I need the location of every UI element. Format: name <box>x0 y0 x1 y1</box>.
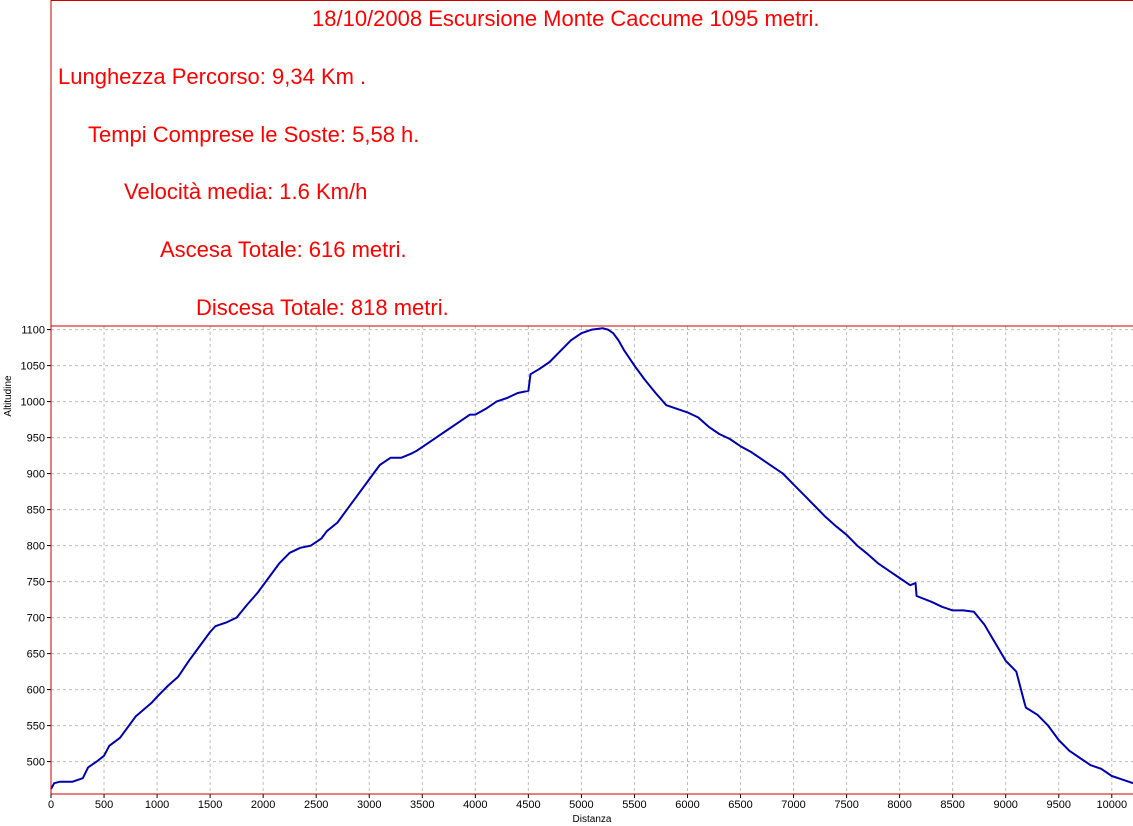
y-tick-label: 1000 <box>21 397 45 409</box>
x-tick-label: 6500 <box>728 799 752 811</box>
total-time-text: Tempi Comprese le Soste: 5,58 h. <box>88 122 419 147</box>
x-tick-label: 6000 <box>675 799 699 811</box>
x-tick-label: 5500 <box>622 799 646 811</box>
y-tick-label: 550 <box>27 721 45 733</box>
x-tick-label: 4000 <box>463 799 487 811</box>
chart-title: 18/10/2008 Escursione Monte Caccume 1095… <box>312 6 820 31</box>
y-tick-label: 700 <box>27 613 45 625</box>
x-tick-label: 8000 <box>887 799 911 811</box>
x-tick-label: 1500 <box>198 799 222 811</box>
altitude-series-line <box>50 327 1133 790</box>
x-tick-label: 2500 <box>304 799 328 811</box>
annotation-block: 18/10/2008 Escursione Monte Caccume 1095… <box>50 0 1133 326</box>
x-tick-label: 3000 <box>357 799 381 811</box>
x-tick-label: 7000 <box>781 799 805 811</box>
y-tick-label: 1100 <box>21 325 45 337</box>
x-tick-label: 10000 <box>1096 799 1127 811</box>
y-axis-ticks: 500 550 600 650 700 750 800 850 900 950 1000 1050 11… <box>21 325 51 769</box>
x-tick-label: 5000 <box>569 799 593 811</box>
grid-lines <box>51 326 1133 794</box>
y-tick-label: 650 <box>27 649 45 661</box>
x-tick-label: 500 <box>95 799 113 811</box>
x-axis-ticks: 0 500 1000 1500 2000 2500 3000 3500 4000 4500 5000… <box>48 794 1127 811</box>
x-tick-label: 4500 <box>516 799 540 811</box>
y-tick-label: 950 <box>27 433 45 445</box>
y-tick-label: 850 <box>27 505 45 517</box>
y-axis-label: Altitudine <box>3 375 14 417</box>
y-tick-label: 500 <box>27 757 45 769</box>
x-tick-label: 1000 <box>145 799 169 811</box>
total-descent-text: Discesa Totale: 818 metri. <box>196 295 449 320</box>
average-speed-text: Velocità media: 1.6 Km/h <box>124 179 367 204</box>
x-tick-label: 9000 <box>993 799 1017 811</box>
y-tick-label: 1050 <box>21 361 45 373</box>
x-tick-label: 2000 <box>251 799 275 811</box>
y-tick-label: 750 <box>27 577 45 589</box>
x-tick-label: 0 <box>48 799 54 811</box>
route-length-text: Lunghezza Percorso: 9,34 Km . <box>58 64 366 89</box>
total-ascent-text: Ascesa Totale: 616 metri. <box>160 237 407 262</box>
y-tick-label: 600 <box>27 685 45 697</box>
x-tick-label: 8500 <box>940 799 964 811</box>
y-tick-label: 900 <box>27 469 45 481</box>
y-tick-label: 800 <box>27 541 45 553</box>
x-tick-label: 9500 <box>1047 799 1071 811</box>
x-tick-label: 3500 <box>410 799 434 811</box>
x-axis-label: Distanza <box>573 814 612 825</box>
x-tick-label: 7500 <box>834 799 858 811</box>
